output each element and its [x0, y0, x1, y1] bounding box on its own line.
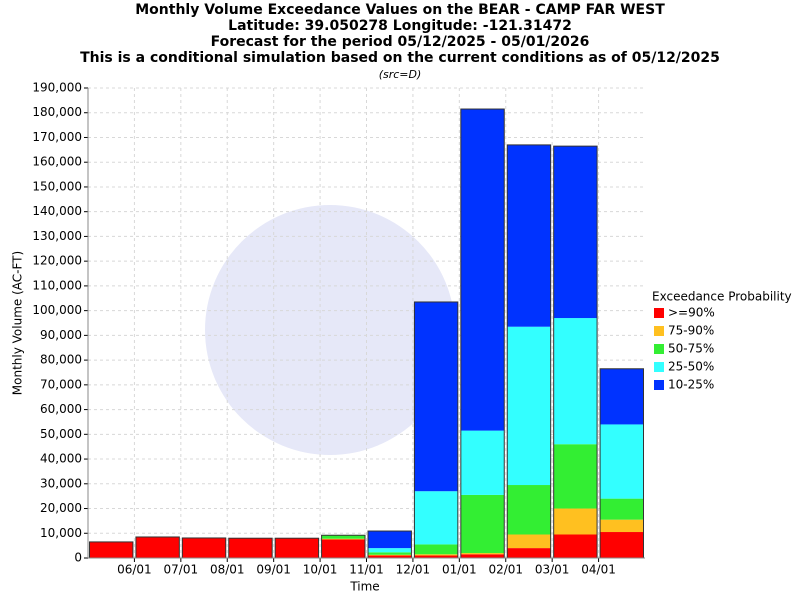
y-tick-label: 0	[74, 551, 82, 565]
y-tick-label: 130,000	[32, 229, 82, 243]
bar-segment	[321, 535, 365, 539]
bar-segment	[368, 531, 412, 549]
x-tick-label: 07/01	[164, 563, 199, 577]
bar-segment	[89, 541, 133, 558]
chart-title: This is a conditional simulation based o…	[80, 50, 720, 66]
legend-label: >=90%	[668, 306, 715, 320]
bar-segment	[553, 534, 598, 558]
x-tick-label: 01/01	[442, 563, 477, 577]
watermark	[205, 205, 455, 455]
bar-segment	[600, 532, 644, 558]
bar-segment	[553, 508, 598, 535]
bar-segment	[507, 144, 551, 327]
legend-label: 10-25%	[668, 378, 714, 392]
bar-segment	[507, 485, 551, 535]
bar-segment	[553, 444, 598, 509]
legend-swatch	[654, 380, 664, 390]
bar-segment	[368, 555, 412, 558]
legend-swatch	[654, 344, 664, 354]
legend-swatch	[654, 362, 664, 372]
bar-segment	[507, 326, 551, 486]
y-tick-label: 50,000	[40, 427, 82, 441]
bar-segment	[553, 146, 598, 319]
bar-segment	[460, 109, 505, 431]
y-tick-label: 120,000	[32, 254, 82, 268]
y-tick-label: 110,000	[32, 278, 82, 292]
y-tick-label: 40,000	[40, 452, 82, 466]
bar-segment	[321, 539, 365, 558]
y-tick-label: 190,000	[32, 81, 82, 95]
bar-segment	[368, 554, 412, 556]
bar-segment	[460, 553, 505, 555]
y-tick-label: 140,000	[32, 204, 82, 218]
legend-label: 75-90%	[668, 324, 714, 338]
x-tick-label: 11/01	[349, 563, 384, 577]
bar-segment	[414, 544, 458, 555]
y-tick-label: 70,000	[40, 377, 82, 391]
bar-segment	[460, 554, 505, 558]
bar-segment	[507, 548, 551, 558]
chart-title: Latitude: 39.050278 Longitude: -121.3147…	[228, 18, 572, 34]
bar-segment	[368, 552, 412, 555]
chart-title: Forecast for the period 05/12/2025 - 05/…	[211, 34, 590, 50]
y-tick-label: 80,000	[40, 353, 82, 367]
y-tick-label: 160,000	[32, 155, 82, 169]
bar-segment	[460, 430, 505, 495]
x-tick-label: 06/01	[117, 563, 152, 577]
y-axis-label: Monthly Volume (AC-FT)	[11, 251, 25, 395]
bar-segment	[414, 554, 458, 556]
x-tick-label: 10/01	[303, 563, 338, 577]
legend-label: 25-50%	[668, 360, 714, 374]
bar-segment	[600, 424, 644, 499]
x-tick-label: 08/01	[210, 563, 245, 577]
bar-segment	[182, 537, 226, 558]
chart-title: Monthly Volume Exceedance Values on the …	[135, 2, 665, 18]
x-tick-label: 09/01	[256, 563, 291, 577]
bar-segment	[460, 494, 505, 554]
y-tick-label: 30,000	[40, 476, 82, 490]
y-tick-label: 20,000	[40, 501, 82, 515]
legend-swatch	[654, 308, 664, 318]
x-tick-label: 03/01	[535, 563, 570, 577]
bar-segment	[600, 368, 644, 425]
bar-segment	[414, 555, 458, 558]
bar-segment	[553, 318, 598, 445]
x-tick-label: 02/01	[488, 563, 523, 577]
x-axis-label: Time	[349, 580, 379, 594]
y-tick-label: 180,000	[32, 105, 82, 119]
y-tick-label: 150,000	[32, 179, 82, 193]
bar-segment	[321, 538, 365, 540]
legend-label: 50-75%	[668, 342, 714, 356]
bar-segment	[275, 538, 319, 558]
bar-segment	[600, 519, 644, 533]
bar-segment	[228, 538, 273, 558]
legend-title: Exceedance Probability	[652, 290, 792, 304]
y-tick-label: 10,000	[40, 526, 82, 540]
bar-segment	[414, 491, 458, 545]
legend-swatch	[654, 326, 664, 336]
bar-segment	[368, 548, 412, 553]
bar-segment	[414, 301, 458, 492]
y-tick-label: 90,000	[40, 328, 82, 342]
bar-segment	[600, 498, 644, 520]
x-tick-label: 12/01	[396, 563, 431, 577]
y-tick-label: 170,000	[32, 130, 82, 144]
chart-subtitle: (src=D)	[379, 68, 422, 81]
y-tick-label: 100,000	[32, 303, 82, 317]
bar-segment	[135, 536, 180, 558]
bar-segment	[507, 534, 551, 549]
y-tick-label: 60,000	[40, 402, 82, 416]
x-tick-label: 04/01	[581, 563, 616, 577]
